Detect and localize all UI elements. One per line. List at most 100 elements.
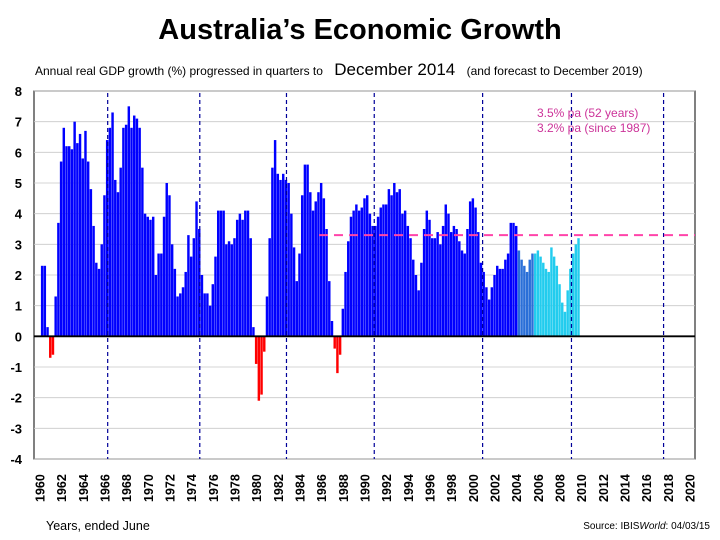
bar [92,225,95,337]
bar [452,225,456,337]
bar [547,271,550,337]
bar [200,275,204,337]
bar [347,241,350,337]
x-tick-label: 1994 [402,474,416,502]
bar [542,262,545,337]
bar [238,213,242,337]
bar [382,204,385,337]
x-tick-label: 1964 [77,474,91,502]
bar [531,253,534,337]
bar [390,195,393,337]
x-tick-label: 1968 [120,474,134,502]
bar [57,222,60,337]
bar [179,293,182,337]
bar [311,210,315,337]
bar [338,336,342,355]
bar [170,244,174,337]
bar [493,275,496,337]
bar [70,149,74,337]
bar [563,311,567,337]
y-tick-label: 5 [15,176,22,191]
bar [235,219,239,337]
x-tick-label: 1980 [250,474,264,502]
x-tick-label: 1960 [33,474,47,502]
x-tick-label: 1970 [142,474,156,502]
x-tick-label: 2008 [554,474,568,502]
bar [119,167,122,337]
bar [303,164,307,337]
bar [520,259,523,337]
bar [116,192,120,337]
bar [268,238,271,337]
bar [135,118,139,337]
x-tick-label: 2000 [467,474,481,502]
bar [571,253,575,337]
bar [189,256,193,337]
bar [225,244,228,337]
bar [252,327,255,337]
bar [273,140,277,337]
y-tick-labels: -4 -3 -2 -1 0 1 2 3 4 5 6 7 8 [10,84,22,467]
x-axis-title: Years, ended June [46,519,150,533]
bar [455,229,458,337]
bar [376,216,380,337]
bar [544,268,548,337]
bar [574,244,578,337]
bar [355,204,358,337]
bar [371,225,374,337]
bar [344,271,347,337]
bar [466,229,469,337]
bar [138,127,141,337]
bar [309,192,312,337]
bar [514,225,518,337]
bar [222,210,225,337]
y-tick-label: 2 [15,268,22,283]
bar [230,244,233,337]
bar [506,253,510,337]
bar [130,127,133,337]
bar [181,287,185,337]
bar [244,210,247,337]
bar [40,265,44,337]
bar [433,238,437,337]
y-tick-label: -1 [10,360,22,375]
x-tick-label: 1990 [359,474,373,502]
bar [160,253,163,337]
bar [428,219,431,337]
x-tick-label: 2002 [489,474,503,502]
bar [103,195,106,337]
bar [271,167,274,337]
source-date: : 04/03/15 [665,521,710,532]
bar [420,262,423,337]
source-prefix: Source: IBIS [583,521,640,532]
bar [533,253,537,337]
bar [59,161,63,337]
bar [108,127,112,337]
bar [577,238,580,337]
subtitle-prefix: Annual real GDP growth (%) progressed in… [35,64,323,78]
y-tick-label: 4 [15,207,23,222]
bar [249,238,252,337]
bar [246,210,250,337]
bar [95,262,98,337]
x-tick-label: 1992 [380,474,394,502]
bar [114,179,117,337]
bar [525,271,529,337]
bar [395,192,399,337]
bar [241,219,244,337]
x-tick-labels: 1960 1962 1964 1966 1968 1970 1972 1974 1976 1978… [33,474,697,502]
bar [330,321,334,337]
bar [184,271,187,337]
bar [336,336,339,374]
bar [477,232,480,337]
bar [86,161,90,337]
y-tick-label: 1 [15,299,22,314]
x-tick-label: 1996 [424,474,438,502]
y-tick-label: 8 [15,84,22,99]
x-tick-label: 2010 [575,474,589,502]
bar [555,265,559,337]
source-brand: World [639,521,666,532]
bar [176,296,179,337]
